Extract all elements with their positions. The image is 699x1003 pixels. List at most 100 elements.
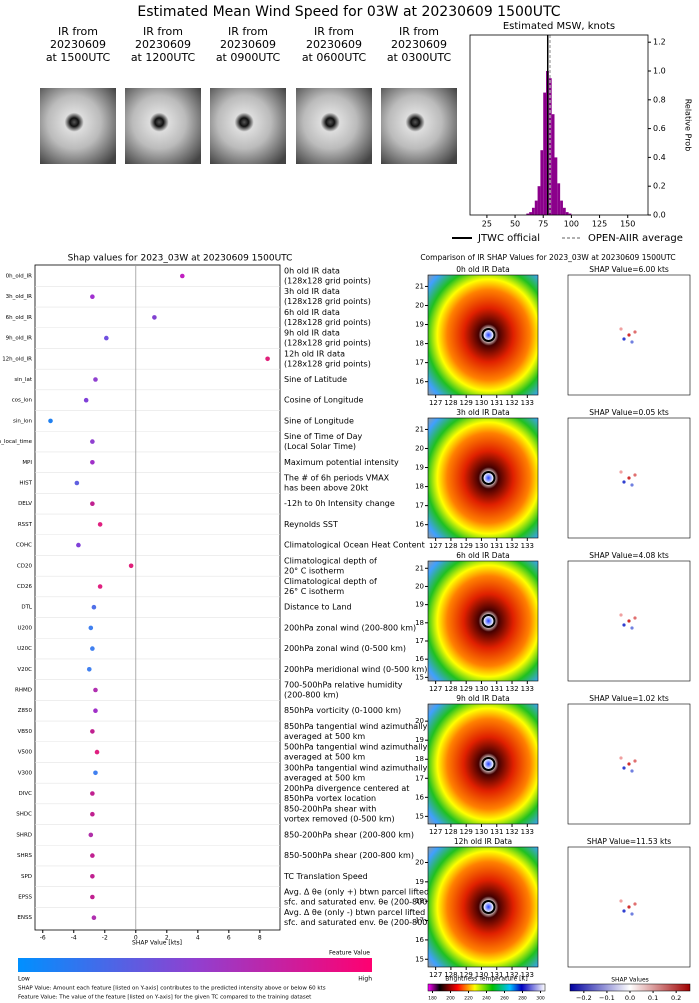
feature-label: SHRD (16, 832, 32, 838)
shap-dot (93, 708, 98, 713)
feature-description: 850-500hPa shear (200-800 km) (284, 851, 414, 860)
feature-description: 700-500hPa relative humidity (284, 681, 403, 690)
y-tick-label: 0.6 (653, 124, 666, 133)
feature-label: HIST (19, 481, 32, 487)
legend-label: JTWC official (477, 233, 540, 244)
y-tick-label: 16 (415, 793, 424, 801)
x-tick-label: 75 (538, 220, 548, 229)
x-tick-label: 127 (429, 399, 442, 407)
feature-description: The # of 6h periods VMAX (283, 474, 390, 483)
y-tick-label: 18 (415, 483, 424, 491)
shap-dot (104, 335, 109, 341)
shap-dot (90, 894, 95, 900)
shap-title: Shap values for 2023_03W at 20230609 150… (68, 254, 293, 264)
colorbar-tick-label: 0.2 (671, 994, 681, 1002)
feature-description: Avg. Δ θe (only +) btwn parcel lifted fr… (284, 888, 450, 897)
feature-description: Climatological depth of (284, 556, 377, 565)
y-axis-label: Relative Prob (684, 99, 693, 152)
shap-pixel (627, 905, 631, 909)
shap-dot (90, 460, 95, 465)
y-tick-label: 19 (415, 321, 424, 329)
shap-pixel (627, 333, 631, 337)
feature-label: V500 (18, 750, 33, 756)
shap-dot (86, 667, 92, 672)
colorbar-low: Low (18, 976, 30, 983)
hist-bar (560, 200, 563, 215)
shap-panel-title: SHAP Value=11.53 kts (587, 837, 671, 846)
feature-description: Climatological depth of (284, 577, 377, 586)
shap-dot (74, 480, 80, 486)
x-tick-label: 133 (521, 828, 534, 836)
hist-bar (565, 212, 569, 215)
shap-dot (90, 501, 95, 507)
shap-pixel (619, 899, 623, 903)
feature-label: 6h_old_IR (6, 315, 32, 321)
feature-description: averaged at 500 km (284, 753, 365, 762)
hist-bar (540, 150, 544, 215)
x-tick-label: 131 (490, 542, 503, 550)
feature-label: VB50 (17, 729, 32, 735)
plot-frame (469, 34, 649, 216)
colorbar-high: High (358, 976, 372, 983)
feature-description: (200-800 km) (284, 691, 339, 700)
thumbnail-label: at 1500UTC (46, 51, 111, 64)
feature-label: DELV (18, 501, 32, 507)
shap-dot (83, 397, 89, 403)
x-tick-label: 127 (429, 542, 442, 550)
storm-eye (481, 900, 496, 914)
feature-description: 200hPa zonal wind (200-800 km) (284, 623, 416, 632)
x-tick-label: 133 (521, 971, 534, 979)
hist-bar (529, 212, 532, 215)
x-tick-label: 130 (475, 542, 488, 550)
shap-pixel (630, 626, 634, 630)
y-tick-label: 21 (415, 282, 424, 290)
shap-dot (97, 584, 103, 589)
shap-dot (97, 522, 103, 527)
shap-pixel (622, 337, 626, 341)
feature-label: 12h_old_IR (2, 356, 32, 362)
ir-panel-title: 0h old IR Data (456, 265, 509, 274)
feature-description: 850-200hPa shear with (284, 805, 376, 814)
shap-pixel (630, 912, 634, 916)
thumbnail-label: IR from (399, 25, 439, 38)
colorbar-tick-label: 280 (518, 996, 527, 1002)
x-tick-label: 129 (460, 685, 473, 693)
shap-dot (90, 791, 95, 796)
y-tick-label: 19 (415, 736, 424, 744)
feature-label: sin_lon (13, 418, 33, 424)
feature-description: (128x128 grid points) (284, 297, 371, 306)
shap-pixel (622, 623, 626, 627)
feature-description: sfc. and saturated env. θe (200-800 km) (284, 918, 445, 927)
shap-pixel (633, 759, 637, 763)
feature-description: Reynolds SST (284, 520, 338, 529)
colorbar-tick-label: 0.1 (648, 994, 658, 1002)
feature-description: Cosine of Longitude (284, 396, 364, 405)
y-tick-label: 16 (415, 378, 424, 386)
x-tick-label: 4 (196, 935, 200, 942)
shap-dot (152, 315, 157, 320)
y-tick-label: 20 (415, 582, 424, 590)
x-tick-label: 133 (521, 685, 534, 693)
y-tick-label: 0.4 (653, 153, 666, 162)
feature-description: (128x128 grid points) (284, 339, 371, 348)
feature-description: 0h old IR data (284, 267, 340, 276)
x-tick-label: 129 (460, 399, 473, 407)
shap-pixel (627, 476, 631, 480)
x-tick-label: 132 (505, 399, 518, 407)
shap-panel-title: SHAP Value=0.05 kts (589, 408, 669, 417)
shap-panel-title: SHAP Value=4.08 kts (589, 551, 669, 560)
feature-description: 200hPa meridional wind (0-500 km) (284, 665, 427, 674)
colorbar-label: SHAP Values (611, 977, 649, 984)
shap-dot (180, 273, 185, 279)
x-axis-label: SHAP Value [kts] (132, 940, 182, 947)
y-tick-label: 21 (415, 564, 424, 572)
feature-label: Z850 (18, 708, 33, 714)
shap-dot (88, 625, 94, 631)
feature-label: 9h_old_IR (6, 336, 32, 342)
y-tick-label: 1.0 (653, 67, 666, 76)
y-tick-label: 18 (415, 755, 424, 763)
feature-description: 9h old IR data (284, 329, 340, 338)
x-tick-label: 100 (564, 220, 579, 229)
shap-pixel (630, 340, 634, 344)
y-tick-label: 20 (415, 858, 424, 866)
